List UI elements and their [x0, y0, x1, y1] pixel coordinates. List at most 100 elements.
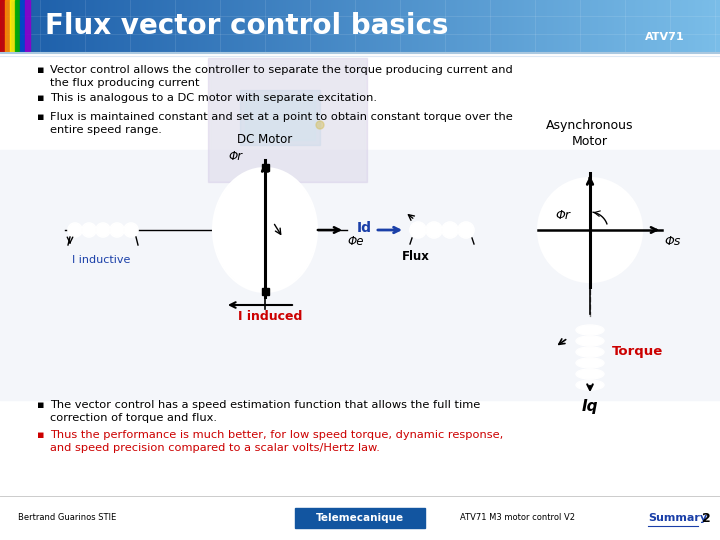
Bar [212, 0, 215, 52]
Bar [328, 0, 330, 52]
Bar [292, 0, 294, 52]
Bar [169, 0, 171, 52]
Bar [452, 0, 454, 52]
Ellipse shape [576, 358, 604, 368]
Bar [200, 0, 202, 52]
Bar [262, 288, 269, 295]
Bar [78, 0, 80, 52]
Bar [265, 0, 267, 52]
Bar [187, 0, 189, 52]
Bar [606, 0, 609, 52]
Bar [40, 0, 42, 52]
Bar [323, 0, 325, 52]
Bar [109, 0, 112, 52]
Bar [4, 0, 6, 52]
Bar [35, 0, 37, 52]
Bar [283, 0, 285, 52]
Bar [443, 0, 445, 52]
Bar [279, 0, 282, 52]
Bar [215, 0, 217, 52]
Bar [713, 0, 715, 52]
Bar [329, 0, 332, 52]
Bar [25, 0, 27, 52]
Bar [254, 0, 256, 52]
Bar [407, 0, 409, 52]
Bar [423, 0, 426, 52]
Bar [367, 0, 369, 52]
Text: ▪: ▪ [37, 112, 45, 122]
Bar [472, 0, 474, 52]
Bar [688, 0, 690, 52]
Bar [395, 0, 397, 52]
Bar [392, 0, 395, 52]
Bar [275, 0, 278, 52]
Bar [594, 0, 596, 52]
Bar [657, 0, 660, 52]
Bar [184, 0, 186, 52]
Bar [572, 0, 575, 52]
Bar [405, 0, 408, 52]
Bar [76, 0, 78, 52]
Bar [125, 0, 127, 52]
Bar [383, 0, 386, 52]
Bar [241, 0, 243, 52]
Bar [625, 0, 627, 52]
Bar [403, 0, 405, 52]
Bar [603, 0, 606, 52]
Bar [378, 0, 380, 52]
Bar [450, 0, 452, 52]
Bar [684, 0, 686, 52]
Bar [73, 0, 76, 52]
Bar [45, 0, 48, 52]
Bar [142, 0, 145, 52]
Bar [66, 0, 69, 52]
Bar [706, 0, 708, 52]
Bar [611, 0, 613, 52]
Bar [208, 58, 367, 182]
Bar [174, 0, 177, 52]
Bar [58, 0, 60, 52]
Bar [130, 0, 132, 52]
Bar [560, 0, 562, 52]
Bar [270, 0, 272, 52]
Bar [619, 0, 621, 52]
Bar [157, 0, 159, 52]
Bar [340, 0, 343, 52]
Bar [347, 0, 350, 52]
Bar [319, 0, 321, 52]
Bar [503, 0, 505, 52]
Bar [119, 0, 121, 52]
Bar [719, 0, 720, 52]
Bar [387, 0, 390, 52]
Bar [575, 0, 577, 52]
Bar [117, 0, 120, 52]
Bar [431, 0, 433, 52]
Bar [666, 0, 668, 52]
Bar [702, 0, 704, 52]
Bar [563, 0, 566, 52]
Bar [441, 0, 444, 52]
Bar [1, 0, 4, 52]
Bar [475, 0, 477, 52]
Bar [596, 0, 598, 52]
Bar [626, 0, 629, 52]
Text: DC Motor: DC Motor [238, 133, 292, 146]
Bar [114, 0, 116, 52]
Bar [121, 0, 123, 52]
Bar [353, 0, 355, 52]
Bar [612, 0, 614, 52]
Bar [301, 0, 303, 52]
Bar [6, 0, 8, 52]
Bar [344, 0, 346, 52]
Text: I inductive: I inductive [72, 255, 130, 265]
Bar [647, 0, 649, 52]
Bar [22, 0, 24, 52]
Bar [324, 0, 326, 52]
Bar [108, 0, 110, 52]
Bar [362, 0, 364, 52]
Bar [7, 0, 9, 52]
Text: ▪: ▪ [37, 93, 45, 103]
Bar [608, 0, 611, 52]
Bar [693, 0, 696, 52]
Bar [95, 0, 98, 52]
